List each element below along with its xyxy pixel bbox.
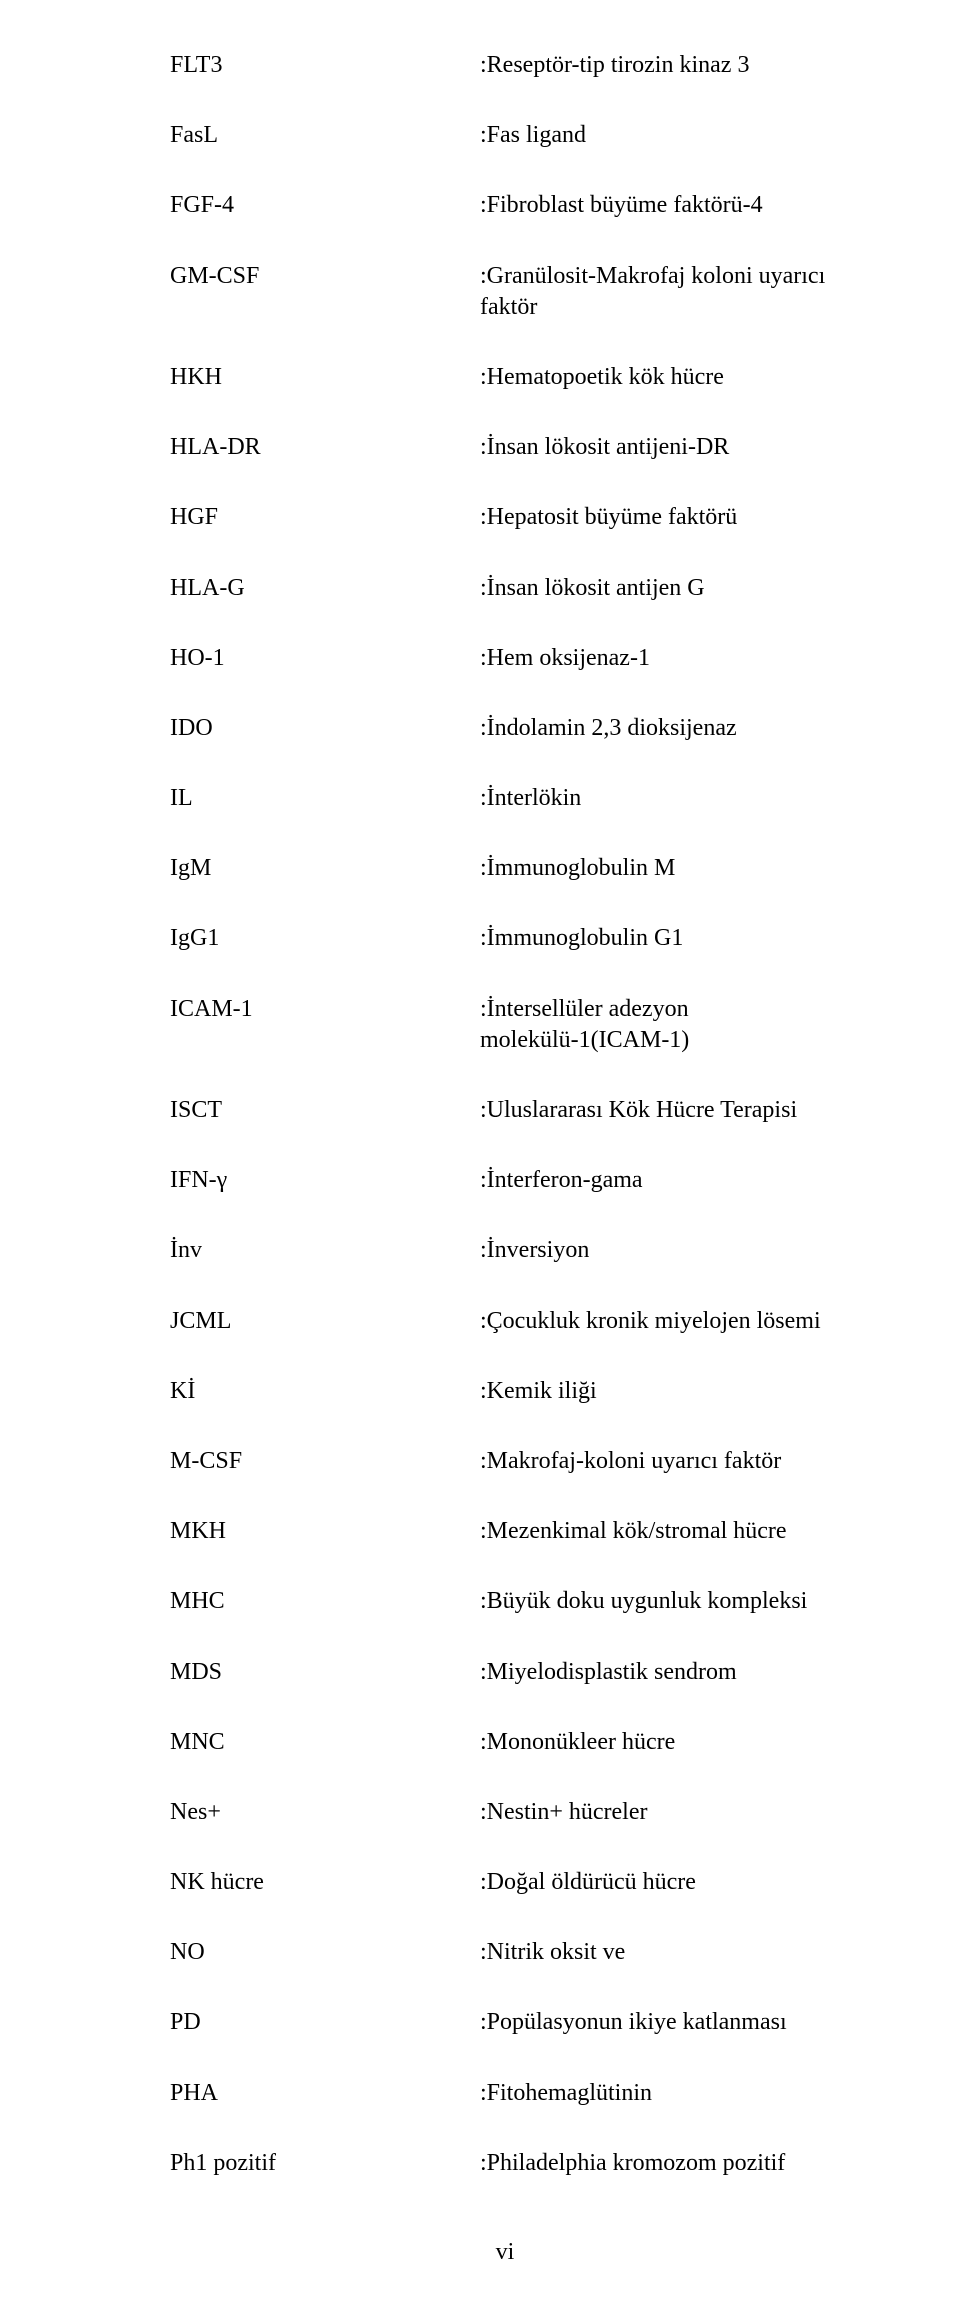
abbreviation-row: Kİ:Kemik iliği bbox=[170, 1376, 840, 1407]
abbreviation-term: ISCT bbox=[170, 1095, 480, 1126]
abbreviation-term: IL bbox=[170, 783, 480, 814]
abbreviation-term: ICAM-1 bbox=[170, 994, 480, 1025]
abbreviation-definition: :Granülosit-Makrofaj koloni uyarıcı fakt… bbox=[480, 261, 840, 323]
page-number: vi bbox=[170, 2239, 840, 2266]
abbreviation-term: M-CSF bbox=[170, 1446, 480, 1477]
abbreviation-term: FGF-4 bbox=[170, 190, 480, 221]
abbreviation-row: FGF-4:Fibroblast büyüme faktörü-4 bbox=[170, 190, 840, 221]
abbreviation-row: MHC:Büyük doku uygunluk kompleksi bbox=[170, 1586, 840, 1617]
abbreviation-term: IgM bbox=[170, 853, 480, 884]
abbreviation-term: MKH bbox=[170, 1516, 480, 1547]
abbreviation-definition: :İnterferon-gama bbox=[480, 1165, 840, 1196]
abbreviation-row: FLT3:Reseptör-tip tirozin kinaz 3 bbox=[170, 50, 840, 81]
abbreviation-definition: :Reseptör-tip tirozin kinaz 3 bbox=[480, 50, 840, 81]
abbreviation-definition: :Büyük doku uygunluk kompleksi bbox=[480, 1586, 840, 1617]
abbreviation-definition: :Hematopoetik kök hücre bbox=[480, 362, 840, 393]
abbreviation-row: PHA:Fitohemaglütinin bbox=[170, 2078, 840, 2109]
abbreviation-row: Ph1 pozitif:Philadelphia kromozom poziti… bbox=[170, 2148, 840, 2179]
abbreviation-row: MDS:Miyelodisplastik sendrom bbox=[170, 1657, 840, 1688]
abbreviation-row: IDO:İndolamin 2,3 dioksijenaz bbox=[170, 713, 840, 744]
abbreviation-definition: :Popülasyonun ikiye katlanması bbox=[480, 2007, 840, 2038]
abbreviation-definition: :Mezenkimal kök/stromal hücre bbox=[480, 1516, 840, 1547]
abbreviation-row: PD:Popülasyonun ikiye katlanması bbox=[170, 2007, 840, 2038]
abbreviation-row: MKH:Mezenkimal kök/stromal hücre bbox=[170, 1516, 840, 1547]
abbreviation-term: FasL bbox=[170, 120, 480, 151]
abbreviation-term: PD bbox=[170, 2007, 480, 2038]
abbreviation-definition: :İmmunoglobulin M bbox=[480, 853, 840, 884]
abbreviation-definition: :İnsan lökosit antijen G bbox=[480, 573, 840, 604]
abbreviation-term: İnv bbox=[170, 1235, 480, 1266]
abbreviation-term: Nes+ bbox=[170, 1797, 480, 1828]
abbreviation-row: JCML:Çocukluk kronik miyelojen lösemi bbox=[170, 1306, 840, 1337]
abbreviation-definition: :Philadelphia kromozom pozitif bbox=[480, 2148, 840, 2179]
abbreviation-definition: :Kemik iliği bbox=[480, 1376, 840, 1407]
abbreviation-term: IgG1 bbox=[170, 923, 480, 954]
abbreviation-row: HLA-G:İnsan lökosit antijen G bbox=[170, 573, 840, 604]
abbreviation-definition: :Fibroblast büyüme faktörü-4 bbox=[480, 190, 840, 221]
abbreviation-definition: :Fas ligand bbox=[480, 120, 840, 151]
abbreviation-term: MNC bbox=[170, 1727, 480, 1758]
abbreviation-term: IFN-γ bbox=[170, 1165, 480, 1196]
abbreviation-term: HKH bbox=[170, 362, 480, 393]
abbreviation-definition: :Hepatosit büyüme faktörü bbox=[480, 502, 840, 533]
abbreviation-definition: :Uluslararası Kök Hücre Terapisi bbox=[480, 1095, 840, 1126]
abbreviation-term: NO bbox=[170, 1937, 480, 1968]
abbreviation-definition: :Nitrik oksit ve bbox=[480, 1937, 840, 1968]
abbreviation-row: İnv:İnversiyon bbox=[170, 1235, 840, 1266]
abbreviation-definition: :İntersellüler adezyon molekülü-1(ICAM-1… bbox=[480, 994, 840, 1056]
abbreviation-definition: :Nestin+ hücreler bbox=[480, 1797, 840, 1828]
abbreviation-row: ICAM-1:İntersellüler adezyon molekülü-1(… bbox=[170, 994, 840, 1056]
abbreviation-definition: :İnterlökin bbox=[480, 783, 840, 814]
abbreviation-row: MNC:Mononükleer hücre bbox=[170, 1727, 840, 1758]
abbreviation-term: NK hücre bbox=[170, 1867, 480, 1898]
abbreviation-term: HO-1 bbox=[170, 643, 480, 674]
abbreviation-row: NO:Nitrik oksit ve bbox=[170, 1937, 840, 1968]
abbreviation-definition: :Çocukluk kronik miyelojen lösemi bbox=[480, 1306, 840, 1337]
abbreviation-row: HKH:Hematopoetik kök hücre bbox=[170, 362, 840, 393]
abbreviation-definition: :İndolamin 2,3 dioksijenaz bbox=[480, 713, 840, 744]
abbreviation-row: FasL:Fas ligand bbox=[170, 120, 840, 151]
abbreviation-term: MHC bbox=[170, 1586, 480, 1617]
abbreviation-definition: :Doğal öldürücü hücre bbox=[480, 1867, 840, 1898]
abbreviation-row: IgG1:İmmunoglobulin G1 bbox=[170, 923, 840, 954]
abbreviation-term: FLT3 bbox=[170, 50, 480, 81]
abbreviation-definition: :İnversiyon bbox=[480, 1235, 840, 1266]
abbreviation-term: MDS bbox=[170, 1657, 480, 1688]
abbreviation-list: FLT3:Reseptör-tip tirozin kinaz 3 FasL:Fa… bbox=[170, 50, 840, 2179]
abbreviation-term: PHA bbox=[170, 2078, 480, 2109]
abbreviation-definition: :Hem oksijenaz-1 bbox=[480, 643, 840, 674]
abbreviation-definition: :Makrofaj-koloni uyarıcı faktör bbox=[480, 1446, 840, 1477]
abbreviation-definition: :Fitohemaglütinin bbox=[480, 2078, 840, 2109]
abbreviation-row: GM-CSF:Granülosit-Makrofaj koloni uyarıc… bbox=[170, 261, 840, 323]
abbreviation-definition: :Miyelodisplastik sendrom bbox=[480, 1657, 840, 1688]
abbreviation-term: HLA-DR bbox=[170, 432, 480, 463]
abbreviation-term: IDO bbox=[170, 713, 480, 744]
abbreviation-term: HGF bbox=[170, 502, 480, 533]
abbreviation-row: NK hücre:Doğal öldürücü hücre bbox=[170, 1867, 840, 1898]
abbreviation-term: JCML bbox=[170, 1306, 480, 1337]
abbreviation-term: GM-CSF bbox=[170, 261, 480, 292]
abbreviation-term: Ph1 pozitif bbox=[170, 2148, 480, 2179]
abbreviation-row: Nes+:Nestin+ hücreler bbox=[170, 1797, 840, 1828]
abbreviation-row: HO-1:Hem oksijenaz-1 bbox=[170, 643, 840, 674]
abbreviation-row: IL:İnterlökin bbox=[170, 783, 840, 814]
abbreviation-definition: :İmmunoglobulin G1 bbox=[480, 923, 840, 954]
abbreviation-row: IFN-γ:İnterferon-gama bbox=[170, 1165, 840, 1196]
abbreviation-term: HLA-G bbox=[170, 573, 480, 604]
abbreviation-row: IgM:İmmunoglobulin M bbox=[170, 853, 840, 884]
abbreviation-row: HLA-DR:İnsan lökosit antijeni-DR bbox=[170, 432, 840, 463]
abbreviation-row: M-CSF:Makrofaj-koloni uyarıcı faktör bbox=[170, 1446, 840, 1477]
abbreviation-term: Kİ bbox=[170, 1376, 480, 1407]
abbreviation-row: HGF:Hepatosit büyüme faktörü bbox=[170, 502, 840, 533]
abbreviation-row: ISCT:Uluslararası Kök Hücre Terapisi bbox=[170, 1095, 840, 1126]
abbreviation-definition: :Mononükleer hücre bbox=[480, 1727, 840, 1758]
abbreviation-definition: :İnsan lökosit antijeni-DR bbox=[480, 432, 840, 463]
